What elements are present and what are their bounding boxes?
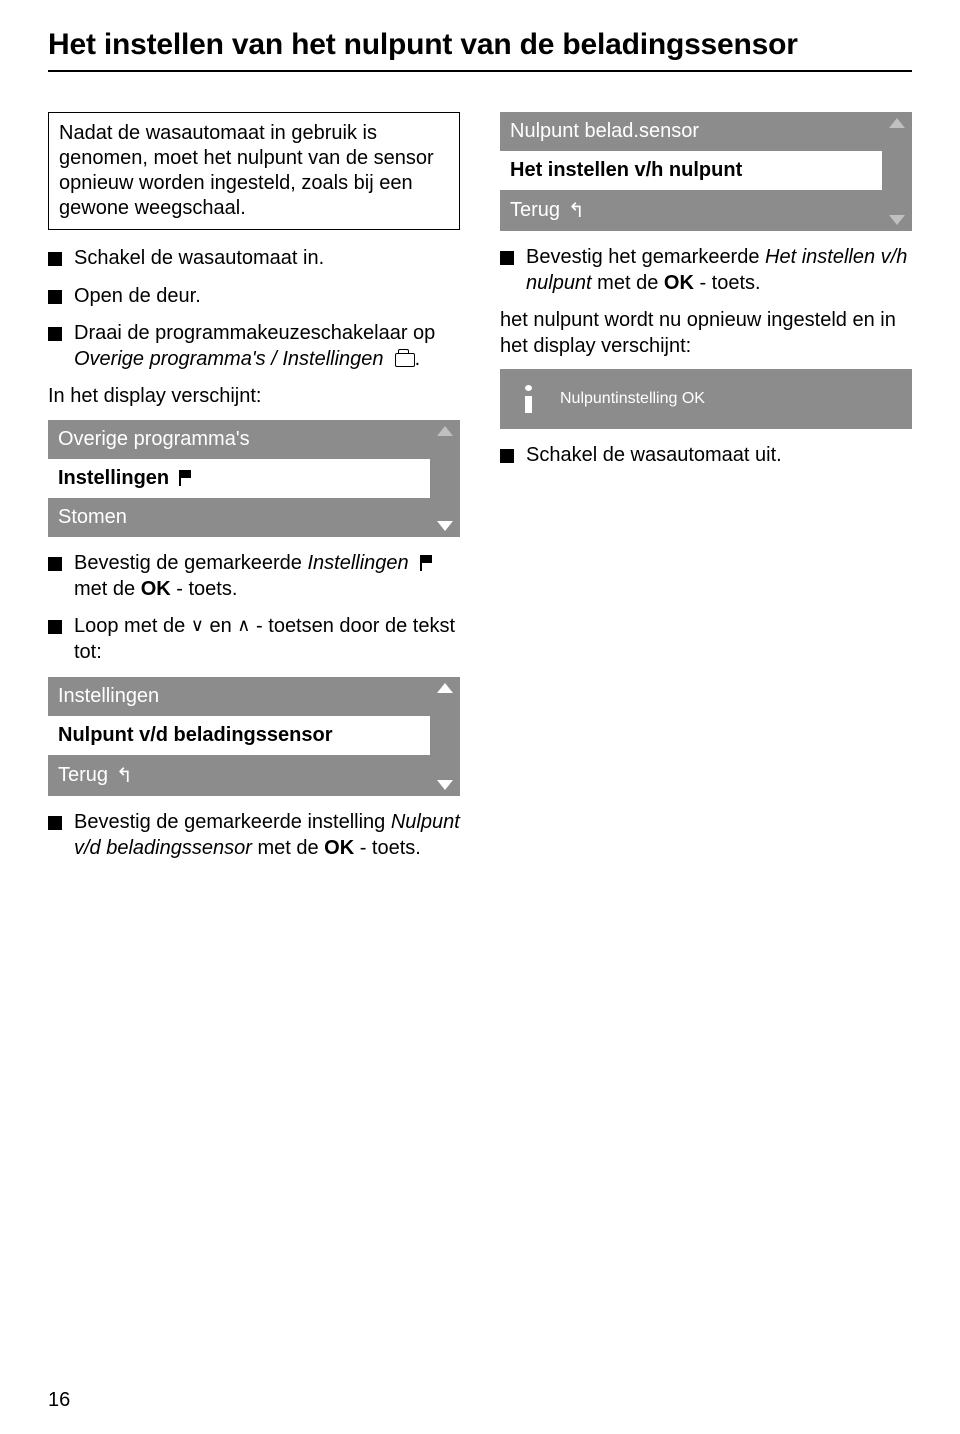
text-fragment: Loop met de [74,615,191,637]
arrow-up-icon[interactable] [437,426,453,436]
program-name: Overige programma's / In­stellingen [74,348,384,370]
ok-key: OK [141,578,171,600]
caret-down-icon: ∨ [191,615,204,635]
text-fragment: Bevestig de gemarkeerde instelling [74,811,391,833]
left-column: Nadat de wasautomaat in gebruik is genom… [48,112,460,874]
display-panel-settings: Instellingen Nulpunt v/d beladingssensor… [48,677,460,796]
text-fragment: - toets. [354,837,421,859]
step-list-3: Bevestig de gemarkeerde instelling Nulpu… [48,810,460,861]
intro-box: Nadat de wasautomaat in gebruik is genom… [48,112,460,230]
footer-label: Terug [510,199,560,222]
title-rule [48,70,912,72]
intro-text: Nadat de wasautomaat in gebruik is genom… [59,122,434,219]
display-shows-label: In het display verschijnt: [48,384,460,410]
panel-selected-row[interactable]: Nulpunt v/d beladingssensor [48,716,430,755]
flag-icon [420,555,433,571]
two-column-layout: Nadat de wasautomaat in gebruik is genom… [48,112,912,874]
step-list-right-2: Schakel de wasautomaat uit. [500,443,912,469]
panel-header: Overige programma's [48,420,430,459]
step-scroll-text: Loop met de ∨ en ∧ - toetsen door de tek… [48,614,460,665]
panel-footer-row[interactable]: Terug ↰ [500,190,882,231]
panel-scroll-arrows [430,420,460,537]
footer-label: Terug [58,764,108,787]
panel-selected-row[interactable]: Het instellen v/h nulpunt [500,151,882,190]
display-info-panel: Nulpuntinstelling OK [500,369,912,429]
arrow-up-icon[interactable] [889,118,905,128]
return-icon: ↰ [116,763,133,788]
ok-key: OK [664,272,694,294]
text-fragment: en [204,615,237,637]
info-icon [514,385,542,413]
setting-name: Instel­lingen [307,552,408,574]
text-fragment: Bevestig het gemarkeerde [526,246,765,268]
step-confirm-nulpunt: Bevestig de gemarkeerde instelling Nulpu… [48,810,460,861]
arrow-up-icon[interactable] [437,683,453,693]
step-switch-off: Schakel de wasautomaat uit. [500,443,912,469]
page-title: Het instellen van het nulpunt van de bel… [48,28,912,62]
text-fragment: . [415,348,421,370]
result-text: het nulpunt wordt nu opnieuw ingesteld e… [500,308,912,359]
page-number: 16 [48,1389,70,1412]
panel-header: Instellingen [48,677,430,716]
display-panel-nulpunt: Nulpunt belad.sensor Het instellen v/h n… [500,112,912,231]
selected-label: Instellingen [58,467,169,490]
selected-label: Nulpunt v/d beladingssensor [58,724,332,746]
step-list-2: Bevestig de gemarkeerde Instel­lingen me… [48,551,460,665]
ok-key: OK [324,837,354,859]
return-icon: ↰ [568,198,585,223]
step-list-1: Schakel de wasautomaat in. Open de deur.… [48,246,460,372]
flag-icon [179,470,192,486]
right-column: Nulpunt belad.sensor Het instellen v/h n… [500,112,912,874]
step-switch-on: Schakel de wasautomaat in. [48,246,460,272]
text-fragment: Bevestig de gemarkeerde [74,552,307,574]
folder-icon [395,353,415,367]
text-fragment: - toets. [171,578,238,600]
caret-up-icon: ∧ [237,615,250,635]
panel-footer-row[interactable]: Terug ↰ [48,755,430,796]
arrow-down-icon[interactable] [437,780,453,790]
display-panel-programs: Overige programma's Instellingen Stomen [48,420,460,537]
step-open-door: Open de deur. [48,284,460,310]
text-fragment: met de [252,837,324,859]
info-message: Nulpuntinstelling OK [560,390,705,408]
text-fragment: met de [74,578,141,600]
panel-header: Nulpunt belad.sensor [500,112,882,151]
text-space [389,348,395,370]
arrow-down-icon[interactable] [889,215,905,225]
panel-scroll-arrows [882,112,912,231]
text-fragment: - toets. [694,272,761,294]
step-confirm-settings: Bevestig de gemarkeerde Instel­lingen me… [48,551,460,602]
step-confirm-het-instellen: Bevestig het gemarkeerde Het instel­len … [500,245,912,296]
text-fragment: met de [592,272,664,294]
panel-selected-row[interactable]: Instellingen [48,459,430,498]
text-fragment: Draai de programmakeuzescha­ke­laar op [74,322,435,344]
footer-label: Stomen [58,506,127,529]
panel-scroll-arrows [430,677,460,796]
step-turn-selector: Draai de programmakeuzescha­ke­laar op O… [48,321,460,372]
arrow-down-icon[interactable] [437,521,453,531]
step-list-right-1: Bevestig het gemarkeerde Het instel­len … [500,245,912,296]
panel-footer-row[interactable]: Stomen [48,498,430,537]
selected-label: Het instellen v/h nulpunt [510,159,742,181]
